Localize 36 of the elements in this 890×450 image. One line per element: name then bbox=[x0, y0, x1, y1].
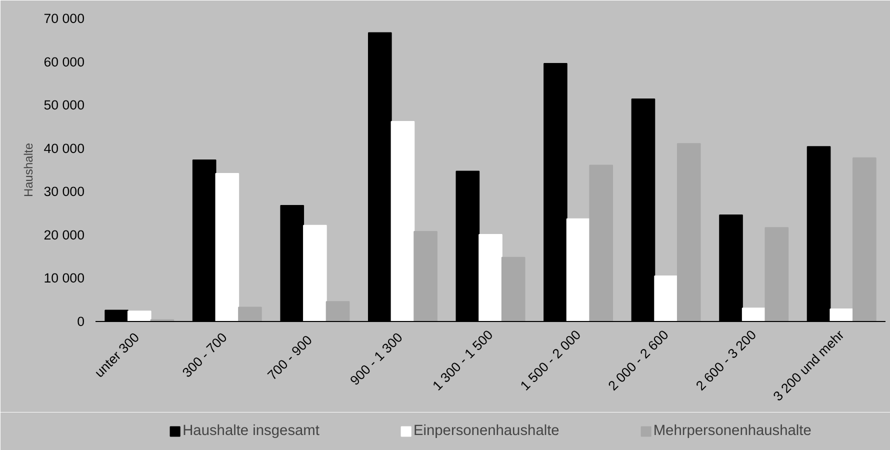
y-tick-label: 10 000 bbox=[44, 270, 84, 286]
x-tick-label: 1 500 - 2 000 bbox=[517, 327, 584, 394]
x-tick-label: 1 300 - 1 500 bbox=[430, 327, 496, 394]
x-tick-label: 900 - 1 300 bbox=[347, 330, 406, 388]
bar bbox=[566, 218, 590, 322]
y-tick-label: 20 000 bbox=[44, 227, 84, 242]
x-tick-label: 300 - 700 bbox=[179, 330, 230, 380]
bar bbox=[764, 227, 789, 322]
bar bbox=[326, 301, 350, 322]
bar bbox=[478, 234, 502, 322]
bar bbox=[830, 308, 854, 322]
bar bbox=[238, 306, 262, 322]
x-tick-label: 2 600 - 3 200 bbox=[692, 327, 760, 394]
bar bbox=[852, 157, 876, 322]
legend-label: Mehrpersonenhaushalte bbox=[653, 423, 812, 439]
bar bbox=[501, 256, 526, 322]
y-tick-label: 30 000 bbox=[44, 184, 84, 200]
y-tick-label: 60 000 bbox=[44, 54, 84, 70]
y-tick-label: 50 000 bbox=[44, 98, 84, 113]
y-axis-title: Haushalte bbox=[22, 142, 36, 198]
y-tick-label: 0 bbox=[77, 314, 85, 329]
legend-label: Einpersonenhaushalte bbox=[413, 423, 560, 439]
bar bbox=[589, 164, 614, 322]
bar bbox=[654, 276, 678, 322]
x-tick-label: 700 - 900 bbox=[264, 332, 316, 383]
bar bbox=[390, 121, 415, 322]
bar bbox=[742, 308, 766, 322]
bar bbox=[127, 310, 152, 322]
bar bbox=[676, 143, 701, 322]
y-tick-label: 40 000 bbox=[44, 140, 84, 156]
bar bbox=[414, 230, 438, 322]
x-tick-label: 2 000 - 2 600 bbox=[605, 327, 672, 394]
legend-label: Haushalte insgesamt bbox=[182, 423, 320, 439]
y-tick-label: 70 000 bbox=[44, 11, 84, 26]
bar bbox=[303, 224, 327, 322]
bar bbox=[215, 172, 240, 322]
